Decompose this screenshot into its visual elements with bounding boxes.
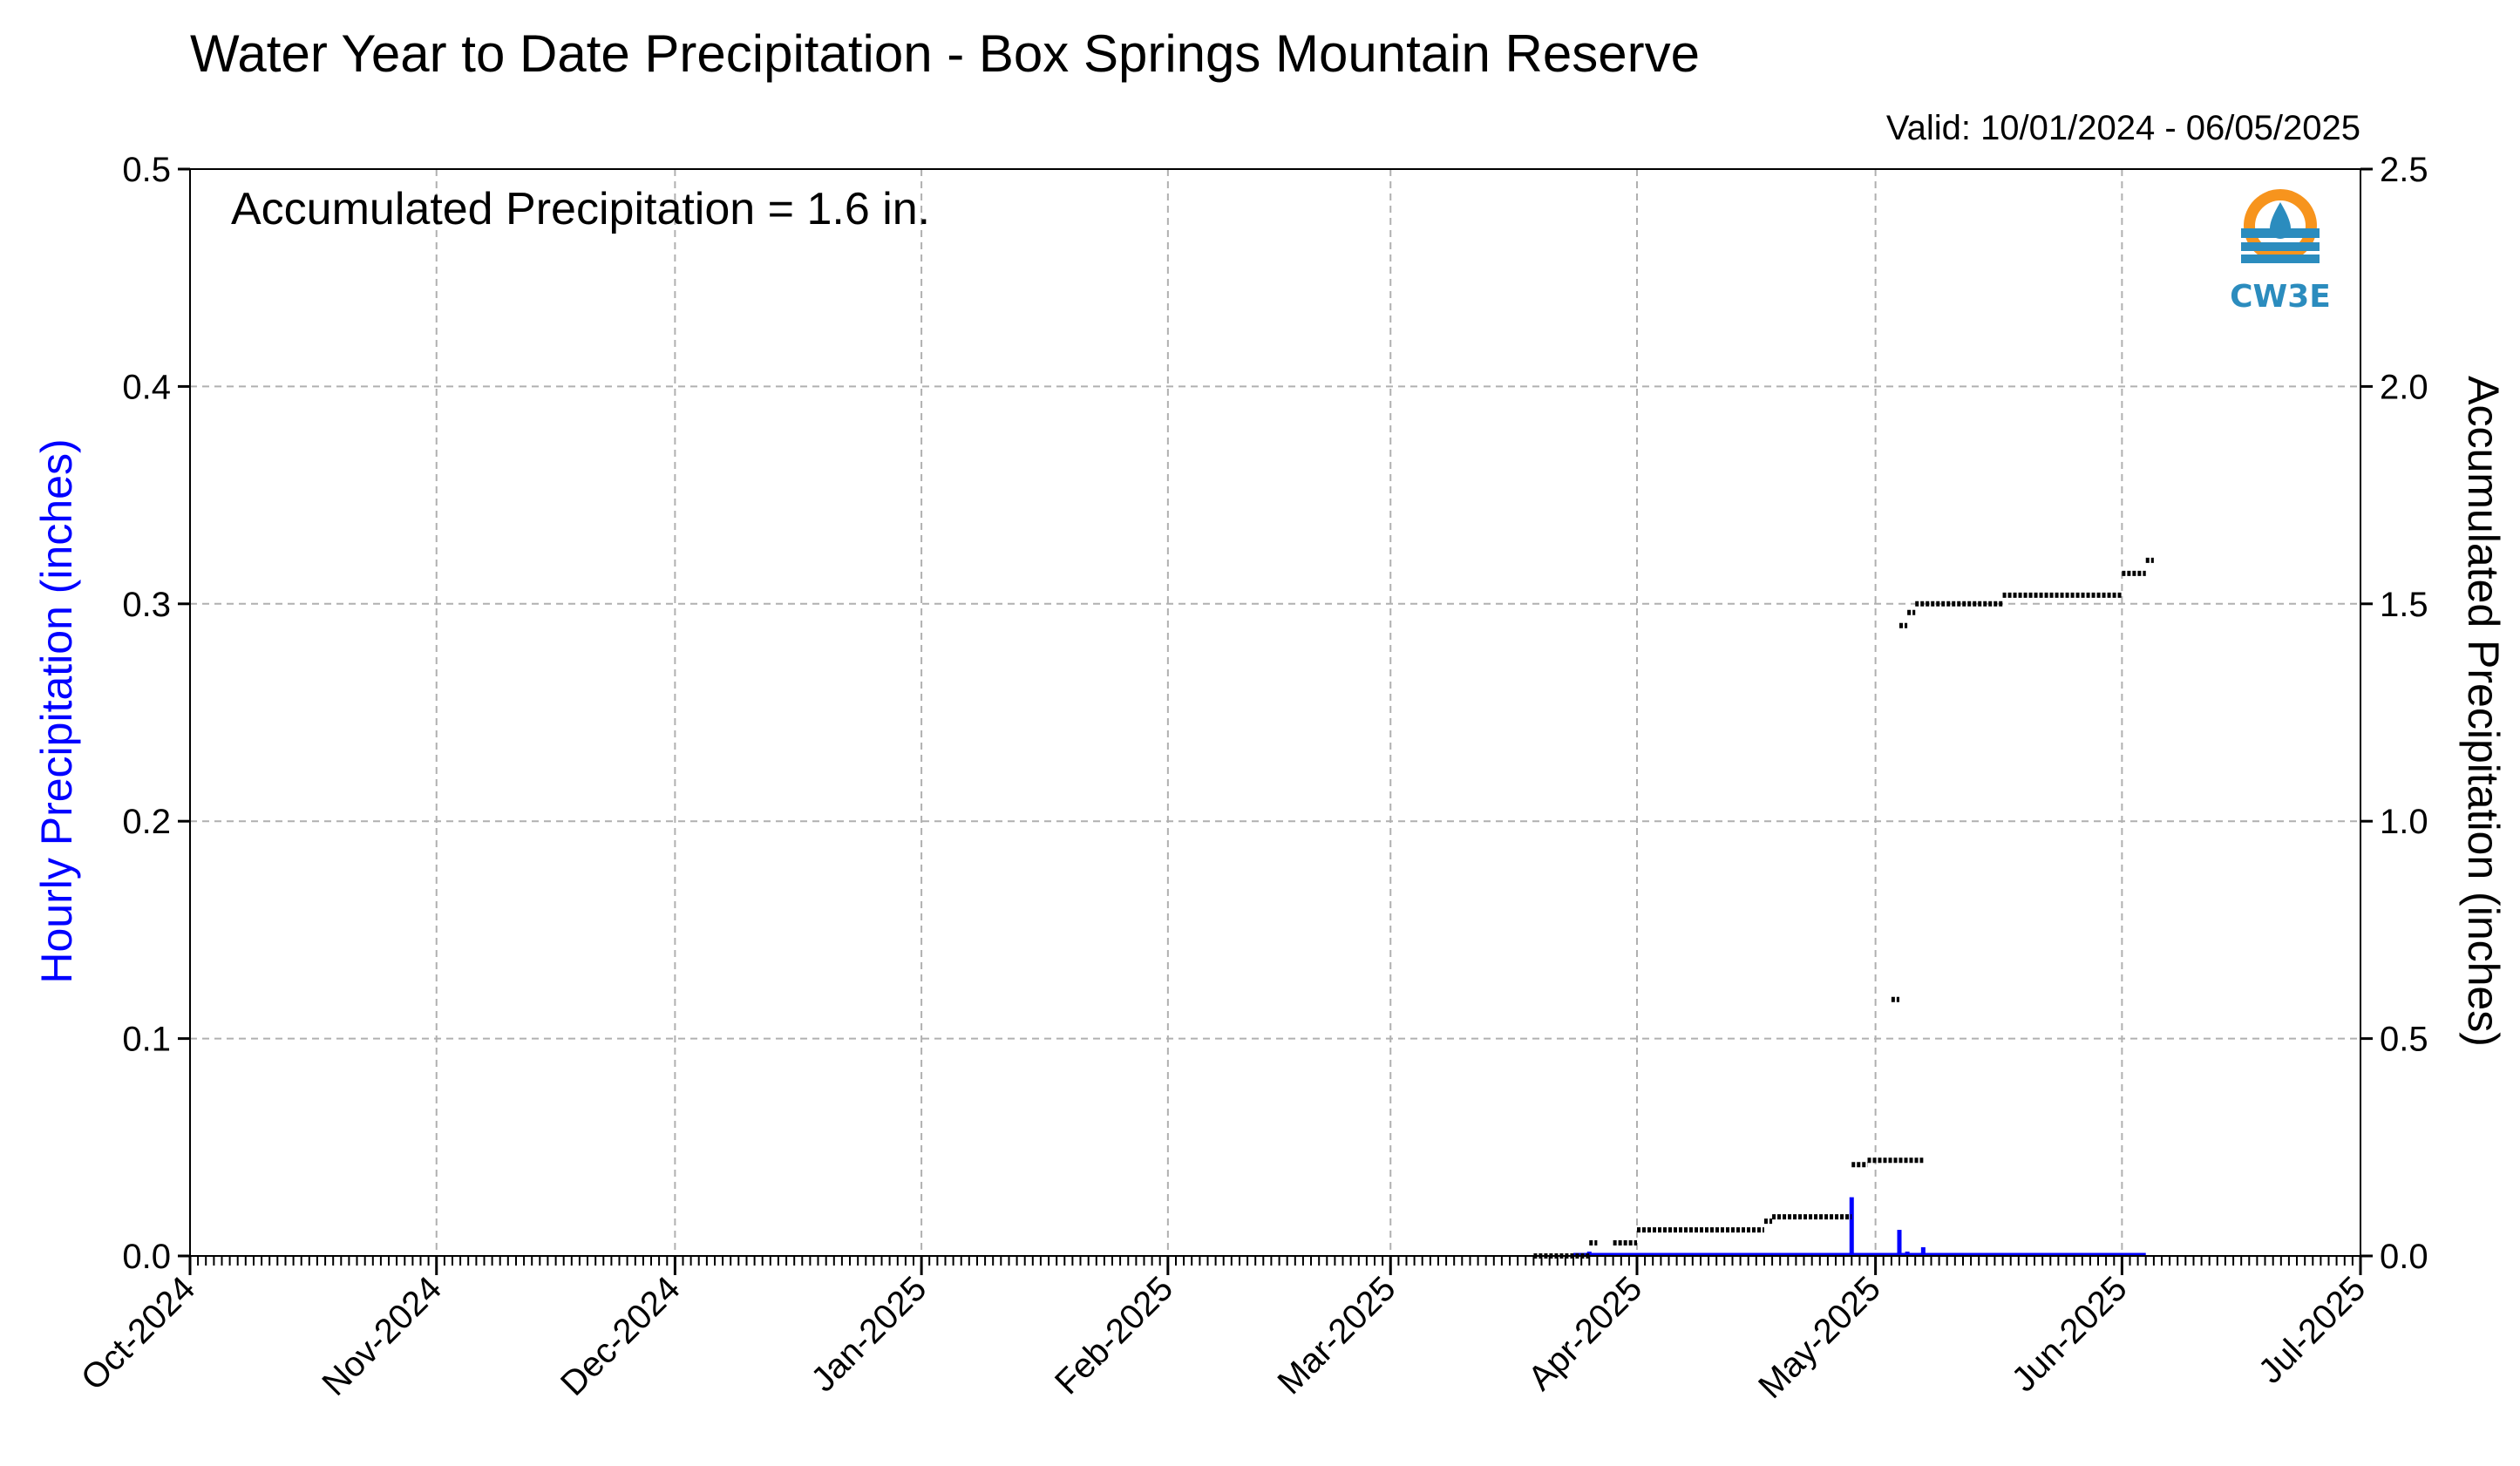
x-tick-label: Apr-2025 <box>1521 1269 1649 1397</box>
right-y-axis-label: Accumulated Precipitation (inches) <box>2459 376 2508 1047</box>
accumulated-series <box>1533 557 2154 1259</box>
right-y-tick-label: 2.5 <box>2380 151 2428 189</box>
valid-date-range: Valid: 10/01/2024 - 06/05/2025 <box>1886 109 2360 147</box>
logo-water-band-2 <box>2241 242 2320 251</box>
x-tick-label: Jul-2025 <box>2252 1269 2374 1391</box>
cw3e-logo: CW3E <box>2230 189 2331 315</box>
x-tick-label: Jun-2025 <box>2005 1269 2135 1399</box>
x-tick-label: May-2025 <box>1751 1269 1888 1406</box>
x-tick-label: Jan-2025 <box>804 1269 934 1399</box>
hourly-series <box>1573 1197 2146 1256</box>
x-minor-ticks <box>197 1256 2354 1266</box>
left-y-axis-ticks: 0.0 0.1 0.2 0.3 0.4 0.5 <box>122 151 190 1276</box>
left-y-tick-label: 0.0 <box>122 1238 171 1276</box>
left-y-tick-label: 0.1 <box>122 1021 171 1059</box>
accumulated-total-annotation: Accumulated Precipitation = 1.6 in. <box>231 184 930 234</box>
water-drop-icon <box>2270 202 2291 239</box>
left-y-axis-label: Hourly Precipitation (inches) <box>32 438 81 983</box>
right-y-tick-label: 1.0 <box>2380 803 2428 841</box>
right-y-tick-label: 1.5 <box>2380 586 2428 624</box>
plot-frame <box>189 168 2361 1257</box>
chart-title: Water Year to Date Precipitation - Box S… <box>190 24 1700 83</box>
x-tick-label: Oct-2024 <box>74 1269 202 1397</box>
logo-water-band-3 <box>2241 255 2320 263</box>
left-y-tick-label: 0.5 <box>122 151 171 189</box>
left-y-tick-label: 0.4 <box>122 368 171 406</box>
left-y-tick-label: 0.3 <box>122 586 171 624</box>
right-y-tick-label: 0.0 <box>2380 1238 2428 1276</box>
x-tick-label: Feb-2025 <box>1048 1269 1180 1402</box>
right-y-tick-label: 0.5 <box>2380 1021 2428 1059</box>
x-axis-ticks: Oct-2024 Nov-2024 Dec-2024 Jan-2025 Feb-2025… <box>74 1256 2373 1406</box>
minor-ticks <box>197 1256 2354 1266</box>
logo-text: CW3E <box>2230 279 2331 315</box>
grid-lines <box>190 169 2360 1256</box>
x-tick-label: Dec-2024 <box>554 1269 688 1403</box>
x-tick-label: Mar-2025 <box>1270 1269 1403 1402</box>
x-tick-label: Nov-2024 <box>315 1269 449 1403</box>
right-y-tick-label: 2.0 <box>2380 368 2428 406</box>
left-y-tick-label: 0.2 <box>122 803 171 841</box>
right-y-axis-ticks: 0.0 0.5 1.0 1.5 2.0 2.5 <box>2360 151 2428 1276</box>
